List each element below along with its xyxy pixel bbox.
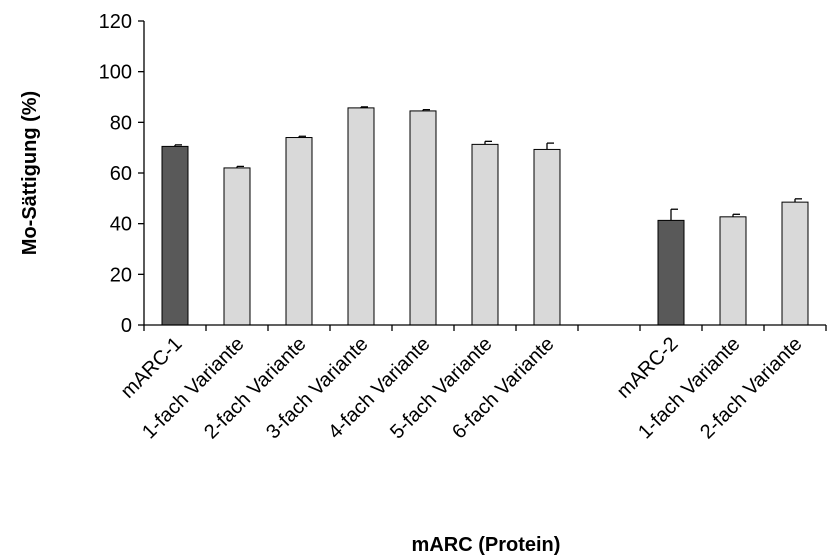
y-tick-label-100: 100 <box>99 62 132 84</box>
x-axis-title: mARC (Protein) <box>412 534 561 556</box>
bar-1 <box>223 167 251 326</box>
bars-group <box>161 107 809 326</box>
bar-0 <box>161 145 189 326</box>
bar-9 <box>719 216 747 326</box>
y-axis-title: Mo-Sättigung (%) <box>19 91 41 255</box>
bar-6 <box>533 148 561 326</box>
y-tick-label-60: 60 <box>110 163 132 185</box>
error-bars-group <box>174 106 802 221</box>
bar-5 <box>471 143 499 326</box>
y-tick-label-0: 0 <box>121 315 132 337</box>
y-tick-label-80: 80 <box>110 112 132 134</box>
y-tick-label-40: 40 <box>110 214 132 236</box>
bar-8 <box>657 219 685 326</box>
y-tick-label-120: 120 <box>99 11 132 33</box>
bar-3 <box>347 107 375 326</box>
y-tick-labels: 0 20 40 60 80 100 120 <box>99 11 132 337</box>
bar-10 <box>781 201 809 326</box>
axes-group <box>138 20 827 331</box>
bar-4 <box>409 110 437 326</box>
bar-2 <box>285 137 313 326</box>
y-tick-label-20: 20 <box>110 264 132 286</box>
